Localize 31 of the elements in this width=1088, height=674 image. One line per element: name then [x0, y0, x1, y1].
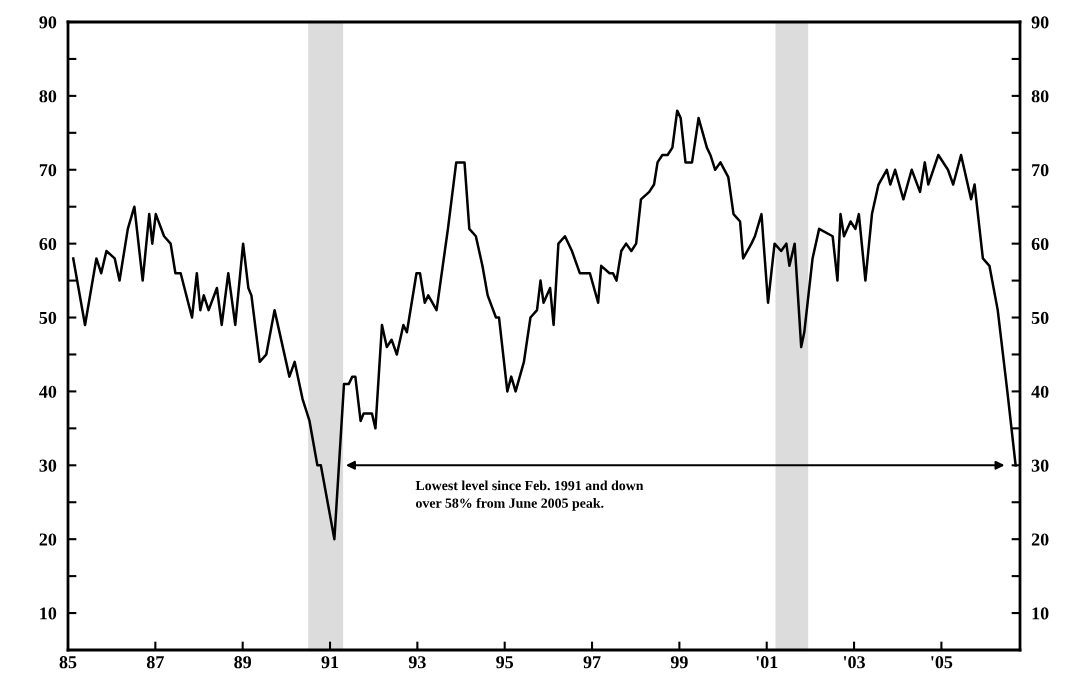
- annotation: Lowest level since Feb. 1991 and down over 58% from June 2005 peak.: [415, 480, 644, 511]
- x-tick-label: 85: [59, 656, 77, 669]
- y-tick-label: 50: [39, 311, 57, 324]
- y2-tick-label: 40: [1031, 385, 1049, 398]
- y-tick-label: 10: [40, 607, 57, 620]
- y2-tick-label: 10: [1032, 607, 1049, 620]
- y2-tick-label: 20: [1031, 533, 1049, 546]
- y2-tick-label: 80: [1031, 90, 1049, 103]
- x-tick-label: 91: [321, 656, 339, 669]
- x-tick-label: 99: [670, 656, 688, 669]
- y-tick-label: 70: [39, 164, 57, 177]
- y-tick-label: 40: [39, 385, 57, 398]
- y2-tick-label: 30: [1031, 459, 1049, 472]
- x-tick-label: 97: [583, 656, 601, 669]
- x-tick-label: 93: [408, 656, 426, 669]
- y-tick-label: 20: [39, 533, 57, 546]
- line-series: [71, 109, 1017, 541]
- y-tick-label: 60: [39, 237, 57, 251]
- y2-tick-label: 50: [1031, 311, 1049, 324]
- y-tick-label: 90: [39, 16, 57, 29]
- y2-tick-label: 90: [1031, 16, 1049, 29]
- x-tick-label: '03: [843, 656, 865, 669]
- y2-tick-label: 70: [1032, 164, 1049, 177]
- x-tick-label: 87: [146, 656, 164, 669]
- y-tick-label: 80: [39, 90, 57, 103]
- y2-tick-label: 60: [1031, 237, 1049, 251]
- x-tick-label: '05: [931, 656, 953, 669]
- x-tick-label: 89: [234, 656, 252, 669]
- y-tick-label: 30: [39, 459, 57, 472]
- x-tick-label: 95: [496, 656, 514, 669]
- x-tick-label: '01: [756, 656, 778, 669]
